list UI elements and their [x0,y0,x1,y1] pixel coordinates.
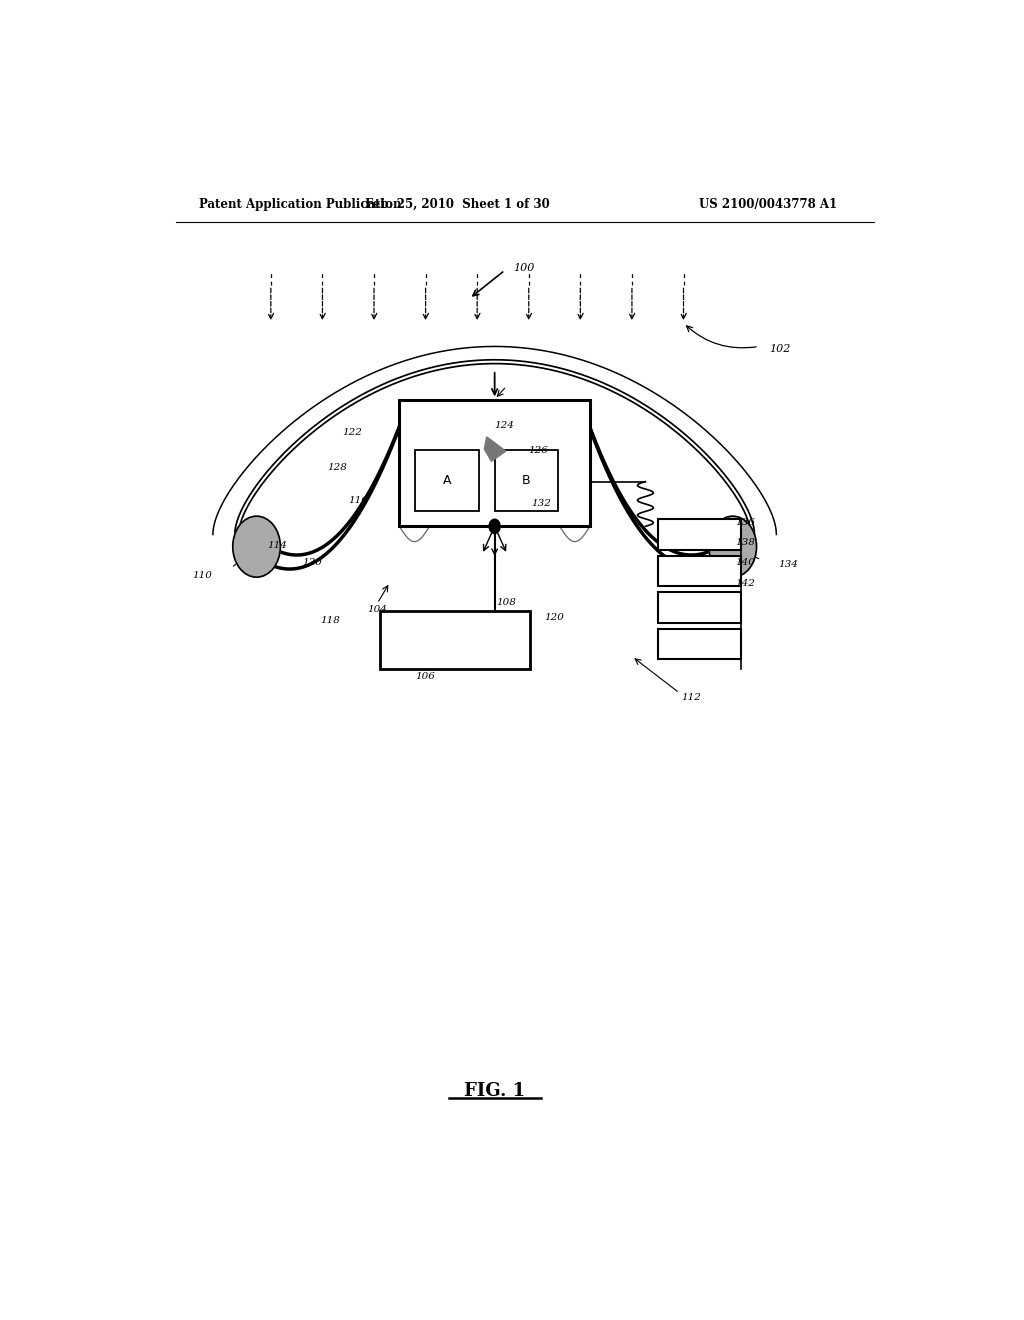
Text: 134: 134 [778,561,799,569]
Text: 118: 118 [321,616,340,626]
Circle shape [709,516,757,577]
Text: 108: 108 [497,598,516,607]
FancyBboxPatch shape [416,450,479,511]
Text: Patent Application Publication: Patent Application Publication [200,198,402,211]
FancyBboxPatch shape [658,593,741,623]
FancyBboxPatch shape [658,519,741,549]
Circle shape [232,516,281,577]
Text: 120: 120 [544,614,564,622]
Polygon shape [484,437,506,461]
Text: US 2100/0043778 A1: US 2100/0043778 A1 [699,198,838,211]
Text: 110: 110 [191,570,212,579]
FancyBboxPatch shape [658,556,741,586]
Text: 104: 104 [368,605,387,614]
Text: 124: 124 [495,421,514,430]
Text: 114: 114 [267,541,287,550]
Text: 102: 102 [769,345,791,355]
Text: 138: 138 [735,539,756,546]
Text: 140: 140 [735,558,756,568]
Text: FIG. 1: FIG. 1 [464,1082,525,1101]
Text: Feb. 25, 2010  Sheet 1 of 30: Feb. 25, 2010 Sheet 1 of 30 [365,198,550,211]
Text: 130: 130 [302,558,323,568]
Text: 128: 128 [328,463,347,471]
FancyBboxPatch shape [495,450,558,511]
Text: 112: 112 [682,693,701,702]
Text: 136: 136 [735,517,756,527]
Text: 100: 100 [513,263,535,273]
Text: 142: 142 [735,578,756,587]
Text: 116: 116 [348,496,368,506]
FancyBboxPatch shape [399,400,590,527]
Text: 122: 122 [342,428,361,437]
Text: A: A [442,474,452,487]
FancyBboxPatch shape [380,611,529,669]
Text: 106: 106 [416,672,435,681]
Circle shape [489,519,500,533]
Text: 126: 126 [528,446,548,454]
Text: 132: 132 [531,499,551,508]
Text: B: B [522,474,530,487]
FancyBboxPatch shape [658,630,741,660]
